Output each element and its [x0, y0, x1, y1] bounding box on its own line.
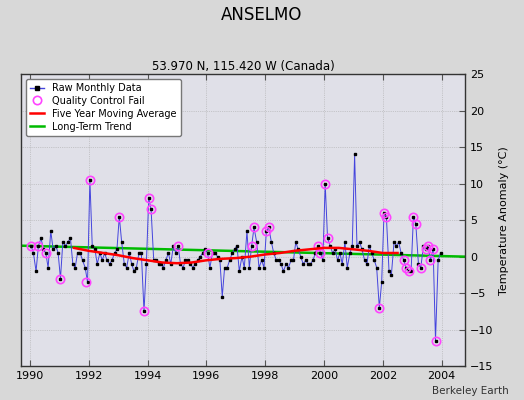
Legend: Raw Monthly Data, Quality Control Fail, Five Year Moving Average, Long-Term Tren: Raw Monthly Data, Quality Control Fail, … — [26, 79, 181, 136]
Y-axis label: Temperature Anomaly (°C): Temperature Anomaly (°C) — [499, 146, 509, 294]
Text: ANSELMO: ANSELMO — [221, 6, 303, 24]
Text: Berkeley Earth: Berkeley Earth — [432, 386, 508, 396]
Title: 53.970 N, 115.420 W (Canada): 53.970 N, 115.420 W (Canada) — [152, 60, 334, 73]
